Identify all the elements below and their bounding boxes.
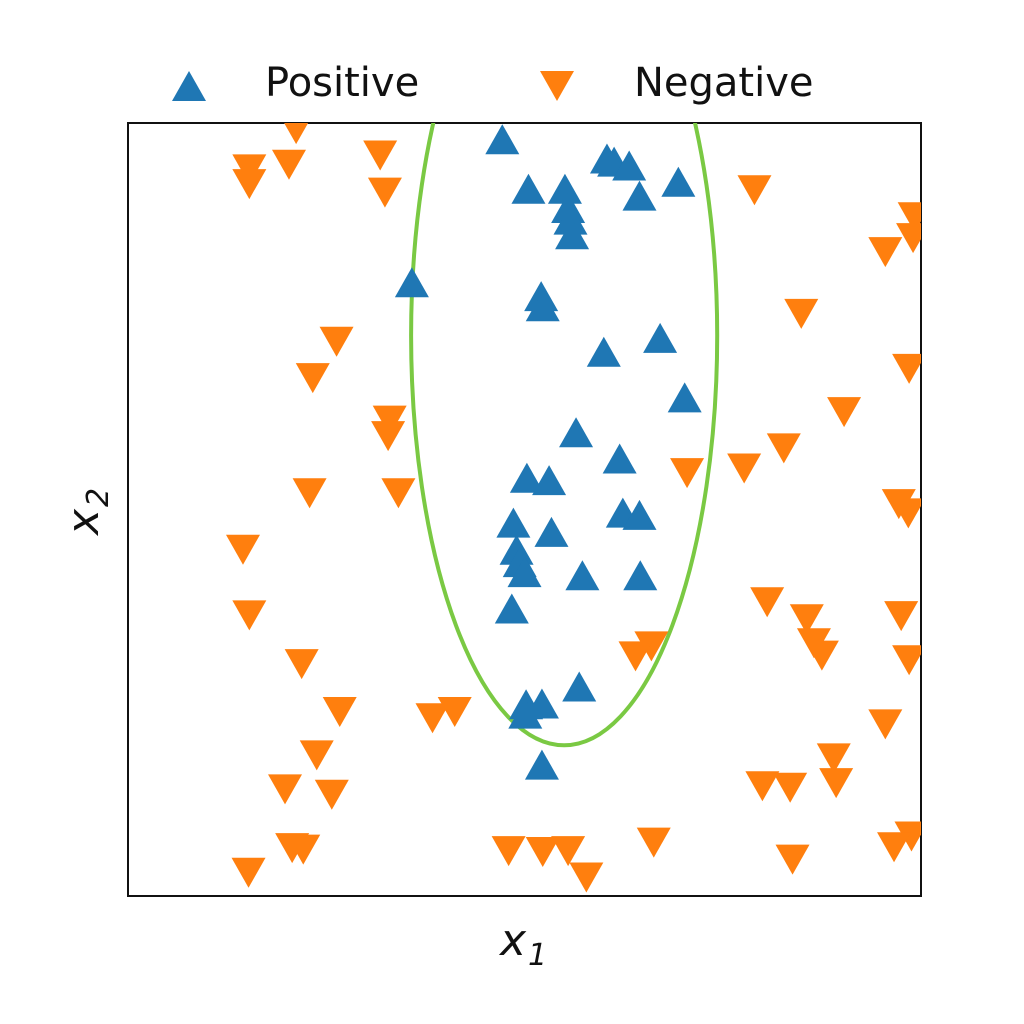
- negative-point: [225, 534, 260, 565]
- positive-point: [559, 417, 594, 448]
- negative-point: [525, 836, 560, 867]
- plot-area: [127, 122, 922, 897]
- legend-negative-marker: [540, 71, 574, 101]
- negative-point: [670, 458, 705, 489]
- negative-point: [819, 768, 854, 799]
- negative-point: [569, 862, 604, 893]
- x-axis-label: x1: [498, 915, 547, 973]
- negative-point: [827, 397, 862, 428]
- positive-point: [622, 180, 657, 211]
- positive-point: [661, 166, 696, 197]
- negative-point: [745, 771, 780, 802]
- negative-point: [789, 604, 824, 635]
- legend-positive-marker: [172, 71, 206, 101]
- negative-point: [750, 587, 785, 618]
- positive-point: [555, 219, 590, 250]
- negative-point: [299, 740, 334, 771]
- positive-point: [525, 291, 560, 322]
- negative-point: [784, 298, 819, 329]
- negative-point: [363, 140, 398, 171]
- negative-point: [292, 478, 327, 509]
- positive-point: [565, 560, 600, 591]
- positive-point: [394, 267, 429, 298]
- positive-point: [602, 443, 637, 474]
- decision-boundary-layer: [409, 123, 720, 748]
- negative-point: [286, 834, 321, 865]
- positive-points: [394, 124, 702, 780]
- legend-positive-label: Positive: [265, 60, 419, 106]
- negative-point: [896, 223, 921, 254]
- negative-point: [892, 645, 921, 676]
- negative-point: [271, 149, 306, 180]
- negative-point: [868, 709, 903, 740]
- positive-point: [562, 671, 597, 702]
- positive-point: [612, 150, 647, 181]
- negative-point: [319, 326, 354, 357]
- positive-point: [622, 499, 657, 530]
- negative-point: [766, 433, 801, 464]
- legend-negative-label: Negative: [634, 60, 814, 106]
- positive-point: [553, 204, 588, 235]
- decision-boundary: [409, 123, 720, 748]
- negative-point: [284, 649, 319, 680]
- negative-point: [231, 857, 266, 888]
- positive-point: [532, 465, 567, 496]
- negative-point: [367, 177, 402, 208]
- positive-point: [509, 462, 544, 493]
- positive-point: [534, 516, 569, 547]
- negative-point: [232, 169, 267, 200]
- negative-point: [773, 772, 808, 803]
- negative-point: [737, 175, 772, 206]
- negative-point: [804, 640, 839, 671]
- negative-point: [884, 601, 919, 632]
- legend: Positive Negative: [172, 60, 814, 106]
- negative-point: [816, 743, 851, 774]
- negative-points: [225, 123, 921, 893]
- negative-point: [284, 123, 309, 145]
- negative-point: [415, 703, 450, 734]
- y-axis-label: x2: [58, 488, 116, 537]
- positive-point: [547, 173, 582, 204]
- negative-point: [891, 498, 921, 529]
- negative-point: [437, 697, 472, 728]
- positive-point: [643, 322, 678, 353]
- negative-point: [727, 453, 762, 484]
- positive-point: [507, 557, 542, 588]
- negative-point: [868, 237, 903, 268]
- negative-point: [892, 353, 921, 384]
- negative-point: [634, 631, 669, 662]
- positive-point: [508, 698, 543, 729]
- negative-point: [636, 827, 671, 858]
- positive-point: [524, 749, 559, 780]
- positive-point: [586, 336, 621, 367]
- negative-point: [775, 844, 810, 875]
- negative-point: [295, 363, 330, 394]
- negative-point: [618, 641, 653, 672]
- positive-point: [667, 382, 702, 413]
- negative-point: [314, 779, 349, 810]
- negative-point: [491, 836, 526, 867]
- negative-point: [372, 405, 407, 436]
- positive-point: [623, 560, 658, 591]
- positive-point: [485, 124, 520, 155]
- negative-point: [381, 478, 416, 509]
- positive-point: [524, 688, 559, 719]
- positive-point: [494, 593, 529, 624]
- negative-point: [268, 774, 303, 805]
- positive-point: [511, 173, 546, 204]
- negative-point: [232, 600, 267, 631]
- negative-point: [371, 421, 406, 452]
- positive-point: [496, 507, 531, 538]
- negative-point: [322, 697, 357, 728]
- negative-point: [877, 832, 912, 863]
- negative-point: [551, 836, 586, 867]
